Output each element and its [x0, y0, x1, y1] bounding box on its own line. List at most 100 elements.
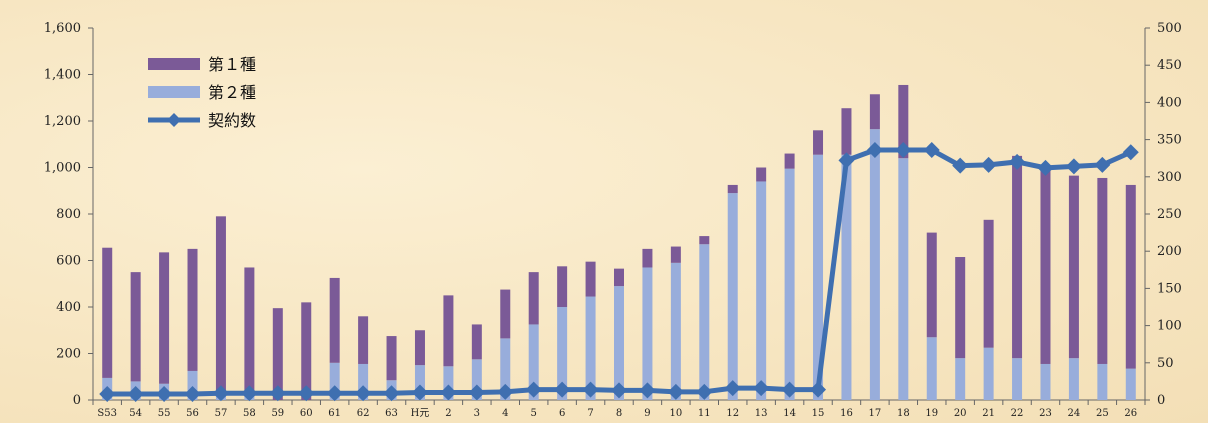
x-tick-label: 9	[644, 408, 650, 419]
left-tick-label: 0	[73, 393, 81, 408]
contracts-point	[184, 386, 201, 403]
right-tick-label: 450	[1157, 58, 1182, 73]
bar-type1	[500, 289, 511, 339]
contracts-point	[99, 386, 116, 403]
bar-type1	[244, 267, 255, 397]
contracts-point	[269, 385, 286, 402]
contracts-point	[1122, 144, 1139, 161]
bar-type2	[443, 366, 454, 400]
legend-label-contracts: 契約数	[208, 111, 256, 130]
contracts-point	[525, 381, 542, 398]
bar-type2	[813, 154, 824, 400]
bar-type2	[1068, 358, 1079, 400]
right-tick-label: 500	[1157, 21, 1182, 36]
bar-type1	[756, 167, 767, 182]
x-tick-label: 8	[616, 408, 622, 419]
x-tick-label: 13	[755, 408, 768, 419]
x-tick-label: 61	[328, 408, 341, 419]
left-tick-label: 600	[56, 254, 81, 269]
bar-type1	[130, 272, 141, 382]
x-tick-label: S53	[97, 408, 117, 419]
contracts-point	[753, 380, 770, 397]
bar-type2	[1125, 368, 1136, 400]
legend-label-type1: 第１種	[208, 55, 256, 74]
contracts-point	[127, 386, 144, 403]
contracts-point	[781, 381, 798, 398]
bar-type1	[983, 219, 994, 348]
contracts-point	[810, 381, 827, 398]
contracts-point	[611, 382, 627, 399]
x-tick-label: 22	[1011, 408, 1024, 419]
x-tick-label: 59	[271, 408, 284, 419]
contracts-point	[241, 385, 258, 402]
bar-type1	[1012, 155, 1023, 359]
bar-type1	[329, 277, 340, 363]
left-tick-label: 1,000	[44, 161, 81, 176]
bar-type2	[670, 262, 681, 400]
bar-type1	[898, 84, 909, 159]
x-tick-label: 57	[215, 408, 228, 419]
x-tick-label: 18	[897, 408, 910, 419]
bar-type2	[784, 168, 795, 400]
contracts-point	[326, 385, 343, 402]
bar-type1	[1040, 168, 1051, 364]
contracts-point	[440, 384, 457, 401]
contracts-point	[1065, 158, 1082, 175]
left-tick-label: 1,600	[44, 21, 81, 36]
bar-type2	[187, 370, 198, 400]
bar-type1	[414, 330, 425, 366]
x-tick-label: 21	[982, 408, 995, 419]
bar-type1	[585, 261, 596, 297]
x-tick-label: 56	[186, 408, 199, 419]
bar-type1	[670, 246, 681, 263]
x-tick-label: 24	[1068, 408, 1081, 419]
x-tick-label: 6	[559, 408, 565, 419]
bar-type1	[1068, 175, 1079, 359]
right-tick-label: 300	[1157, 170, 1182, 185]
right-tick-label: 50	[1157, 356, 1174, 371]
x-tick-label: 5	[531, 408, 537, 419]
bar-type1	[557, 266, 568, 307]
contracts-point	[866, 142, 883, 159]
left-tick-label: 800	[56, 207, 81, 222]
bar-type2	[329, 362, 340, 400]
contracts-point	[895, 142, 912, 159]
bar-type1	[841, 108, 852, 155]
bar-type2	[414, 365, 425, 400]
x-tick-label: 7	[587, 408, 593, 419]
contracts-point	[497, 383, 514, 400]
contracts-point	[980, 156, 997, 173]
contracts-point	[355, 385, 372, 402]
bar-type2	[841, 154, 852, 400]
bar-type1	[272, 308, 283, 400]
contracts-point	[724, 380, 741, 397]
x-tick-label: 15	[812, 408, 825, 419]
bar-type2	[1012, 358, 1023, 400]
left-tick-label: 1,400	[44, 68, 81, 83]
bar-type1	[471, 324, 482, 360]
legend-label-type2: 第２種	[208, 83, 256, 102]
right-tick-label: 200	[1157, 244, 1182, 259]
x-tick-label: 17	[869, 408, 882, 419]
bar-type1	[1125, 184, 1136, 369]
x-tick-label: H元	[411, 408, 430, 419]
contracts-point	[696, 383, 713, 400]
bar-type2	[699, 244, 710, 400]
x-tick-label: 25	[1096, 408, 1109, 419]
bar-type1	[102, 247, 113, 378]
bar-type1	[926, 232, 937, 338]
bar-type2	[471, 359, 482, 400]
contracts-point	[667, 383, 684, 400]
bar-type1	[813, 130, 824, 155]
x-tick-label: 26	[1124, 408, 1137, 419]
bar-type1	[443, 295, 454, 367]
x-tick-label: 63	[385, 408, 398, 419]
bar-type2	[614, 286, 624, 400]
x-tick-label: 23	[1039, 408, 1052, 419]
bar-type1	[215, 216, 226, 397]
contracts-point	[411, 384, 428, 401]
bar-type1	[642, 248, 653, 268]
